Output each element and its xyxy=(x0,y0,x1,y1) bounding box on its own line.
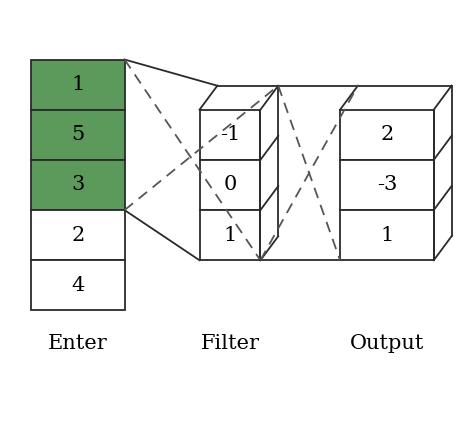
Bar xyxy=(31,210,125,260)
Bar xyxy=(200,210,260,260)
Bar xyxy=(31,260,125,310)
Bar xyxy=(340,110,434,160)
Bar xyxy=(340,210,434,260)
Text: 3: 3 xyxy=(71,175,84,194)
Text: 2: 2 xyxy=(71,226,84,245)
Text: 1: 1 xyxy=(71,75,84,94)
Text: -3: -3 xyxy=(377,175,397,194)
Text: -1: -1 xyxy=(220,125,240,144)
Bar xyxy=(340,160,434,210)
Text: Output: Output xyxy=(350,335,424,354)
Bar xyxy=(31,160,125,210)
Text: Filter: Filter xyxy=(201,335,259,354)
Text: 4: 4 xyxy=(71,276,84,295)
Text: 1: 1 xyxy=(223,226,237,245)
Text: 5: 5 xyxy=(71,125,84,144)
Bar xyxy=(200,160,260,210)
Text: 1: 1 xyxy=(380,226,393,245)
Text: 2: 2 xyxy=(380,125,393,144)
Bar xyxy=(31,60,125,110)
Bar xyxy=(31,110,125,160)
Bar xyxy=(200,110,260,160)
Text: Enter: Enter xyxy=(48,335,108,354)
Text: 0: 0 xyxy=(223,175,237,194)
